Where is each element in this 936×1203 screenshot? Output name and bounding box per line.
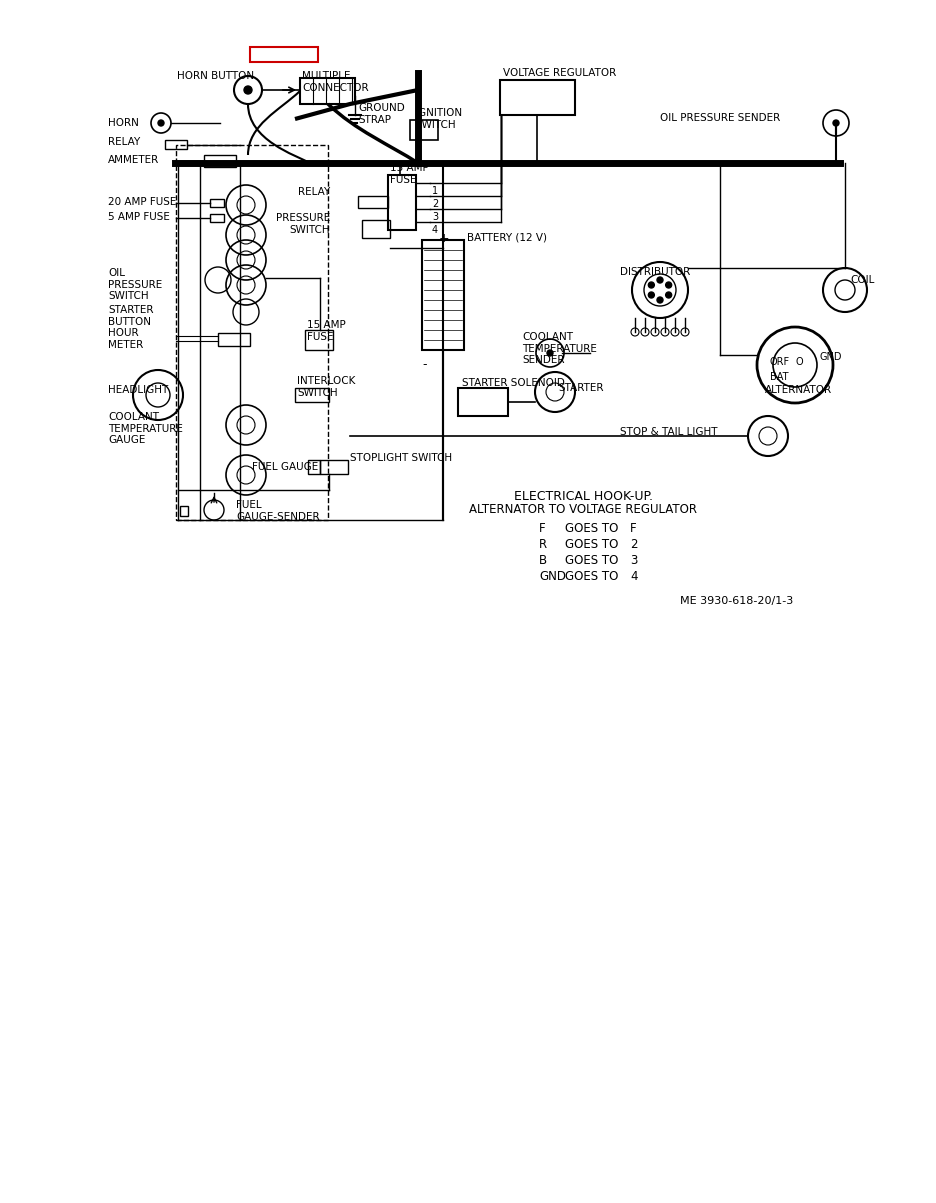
Bar	[180, 506, 188, 516]
Circle shape	[649, 282, 654, 288]
Text: GOES TO: GOES TO	[565, 538, 619, 551]
Bar	[295, 389, 329, 402]
Text: GOES TO: GOES TO	[565, 555, 619, 567]
Text: 20 AMP FUSE: 20 AMP FUSE	[108, 197, 176, 207]
Text: VOLTAGE REGULATOR: VOLTAGE REGULATOR	[503, 69, 616, 78]
Text: AMMETER: AMMETER	[108, 155, 159, 165]
Circle shape	[649, 292, 654, 298]
Bar	[362, 220, 390, 238]
Circle shape	[665, 282, 672, 288]
Text: ME 3930-618-20/1-3: ME 3930-618-20/1-3	[680, 595, 793, 606]
Text: STARTER
BUTTON: STARTER BUTTON	[108, 306, 154, 326]
Bar	[250, 47, 318, 63]
Text: B: B	[539, 555, 548, 567]
Text: FUEL
GAUGE-SENDER: FUEL GAUGE-SENDER	[236, 500, 319, 522]
Text: RELAY: RELAY	[108, 137, 140, 147]
Bar	[210, 214, 224, 223]
Text: 2: 2	[432, 198, 438, 209]
Circle shape	[244, 85, 252, 94]
Bar	[305, 330, 333, 350]
Text: BAT: BAT	[770, 372, 788, 383]
Text: OIL PRESSURE SENDER: OIL PRESSURE SENDER	[660, 113, 781, 123]
Text: F: F	[539, 522, 546, 535]
Circle shape	[665, 292, 672, 298]
Text: INTERLOCK
SWITCH: INTERLOCK SWITCH	[297, 377, 356, 398]
Text: 15 AMP
FUSE: 15 AMP FUSE	[390, 162, 429, 184]
Text: RELAY: RELAY	[298, 186, 330, 197]
Text: 5 AMP FUSE: 5 AMP FUSE	[108, 212, 169, 223]
Text: 4: 4	[630, 570, 637, 583]
Circle shape	[657, 297, 663, 303]
Text: MULTIPLE
CONNECTOR: MULTIPLE CONNECTOR	[302, 71, 369, 93]
Text: COOLANT
TEMPERATURE
SENDER: COOLANT TEMPERATURE SENDER	[522, 332, 597, 366]
Bar	[300, 78, 355, 103]
Bar	[388, 174, 416, 230]
Text: ALTERNATOR TO VOLTAGE REGULATOR: ALTERNATOR TO VOLTAGE REGULATOR	[469, 503, 697, 516]
Text: GOES TO: GOES TO	[565, 522, 619, 535]
Text: STARTER SOLENOID: STARTER SOLENOID	[462, 378, 564, 389]
Bar	[308, 460, 320, 474]
Bar	[410, 120, 438, 140]
Bar	[204, 155, 236, 167]
Bar	[176, 146, 328, 520]
Text: DISTRIBUTOR: DISTRIBUTOR	[620, 267, 690, 277]
Text: COIL: COIL	[850, 275, 874, 285]
Bar	[458, 389, 508, 416]
Circle shape	[547, 350, 553, 356]
Text: 2: 2	[630, 538, 637, 551]
Text: BATTERY (12 V): BATTERY (12 V)	[467, 232, 547, 242]
Bar	[320, 460, 348, 474]
Bar	[422, 241, 464, 350]
Text: +: +	[439, 232, 449, 245]
Text: 3: 3	[630, 555, 637, 567]
Text: HOUR
METER: HOUR METER	[108, 328, 143, 350]
Circle shape	[657, 277, 663, 283]
Text: ORF: ORF	[770, 357, 790, 367]
Text: 3: 3	[432, 212, 438, 223]
Text: ALTERNATOR: ALTERNATOR	[765, 385, 832, 395]
Text: STOPLIGHT SWITCH: STOPLIGHT SWITCH	[350, 454, 452, 463]
Text: F: F	[630, 522, 636, 535]
Text: STARTER: STARTER	[558, 383, 604, 393]
Text: PRESSURE
SWITCH: PRESSURE SWITCH	[276, 213, 330, 235]
Text: ELECTRICAL HOOK-UP.: ELECTRICAL HOOK-UP.	[514, 490, 652, 503]
Text: O: O	[795, 357, 803, 367]
Text: HEADLIGHT: HEADLIGHT	[108, 385, 168, 395]
Text: HORN: HORN	[108, 118, 139, 128]
Text: HORN BUTTON: HORN BUTTON	[178, 71, 255, 81]
Bar	[218, 333, 250, 346]
Bar	[500, 81, 575, 115]
Bar	[165, 140, 187, 149]
Bar	[358, 196, 388, 208]
Text: STOP & TAIL LIGHT: STOP & TAIL LIGHT	[620, 427, 718, 437]
Text: 1: 1	[432, 186, 438, 196]
Text: 4: 4	[432, 225, 438, 235]
Text: R: R	[539, 538, 548, 551]
Text: GOES TO: GOES TO	[565, 570, 619, 583]
Text: FUEL GAUGE: FUEL GAUGE	[252, 462, 318, 472]
Circle shape	[833, 120, 839, 126]
Text: 15 AMP
FUSE: 15 AMP FUSE	[307, 320, 345, 342]
Text: GND: GND	[539, 570, 566, 583]
Text: COOLANT
TEMPERATURE
GAUGE: COOLANT TEMPERATURE GAUGE	[108, 411, 183, 445]
Text: GROUND
STRAP: GROUND STRAP	[358, 103, 404, 125]
Text: -: -	[422, 358, 427, 371]
Text: OIL
PRESSURE
SWITCH: OIL PRESSURE SWITCH	[108, 268, 162, 301]
Circle shape	[158, 120, 164, 126]
Text: GND: GND	[820, 352, 842, 362]
Text: IGNITION
SWITCH: IGNITION SWITCH	[415, 108, 462, 130]
Bar	[210, 198, 224, 207]
